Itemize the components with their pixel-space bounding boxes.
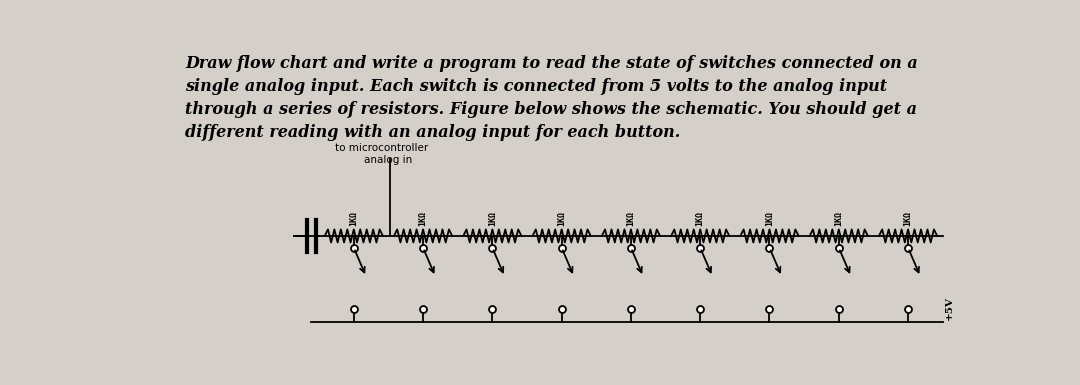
- Text: 1KΩ: 1KΩ: [419, 211, 428, 226]
- Text: 1KΩ: 1KΩ: [488, 211, 497, 226]
- Text: 1KΩ: 1KΩ: [834, 211, 843, 226]
- Text: +5V: +5V: [945, 296, 955, 320]
- Text: 1KΩ: 1KΩ: [765, 211, 774, 226]
- Text: to microcontroller
    analog in: to microcontroller analog in: [335, 143, 429, 165]
- Text: 1KΩ: 1KΩ: [904, 211, 913, 226]
- Text: 1KΩ: 1KΩ: [626, 211, 635, 226]
- Text: 1KΩ: 1KΩ: [696, 211, 705, 226]
- Text: 1KΩ: 1KΩ: [349, 211, 359, 226]
- Text: 1KΩ: 1KΩ: [557, 211, 566, 226]
- Text: Draw flow chart and write a program to read the state of switches connected on a: Draw flow chart and write a program to r…: [186, 55, 918, 141]
